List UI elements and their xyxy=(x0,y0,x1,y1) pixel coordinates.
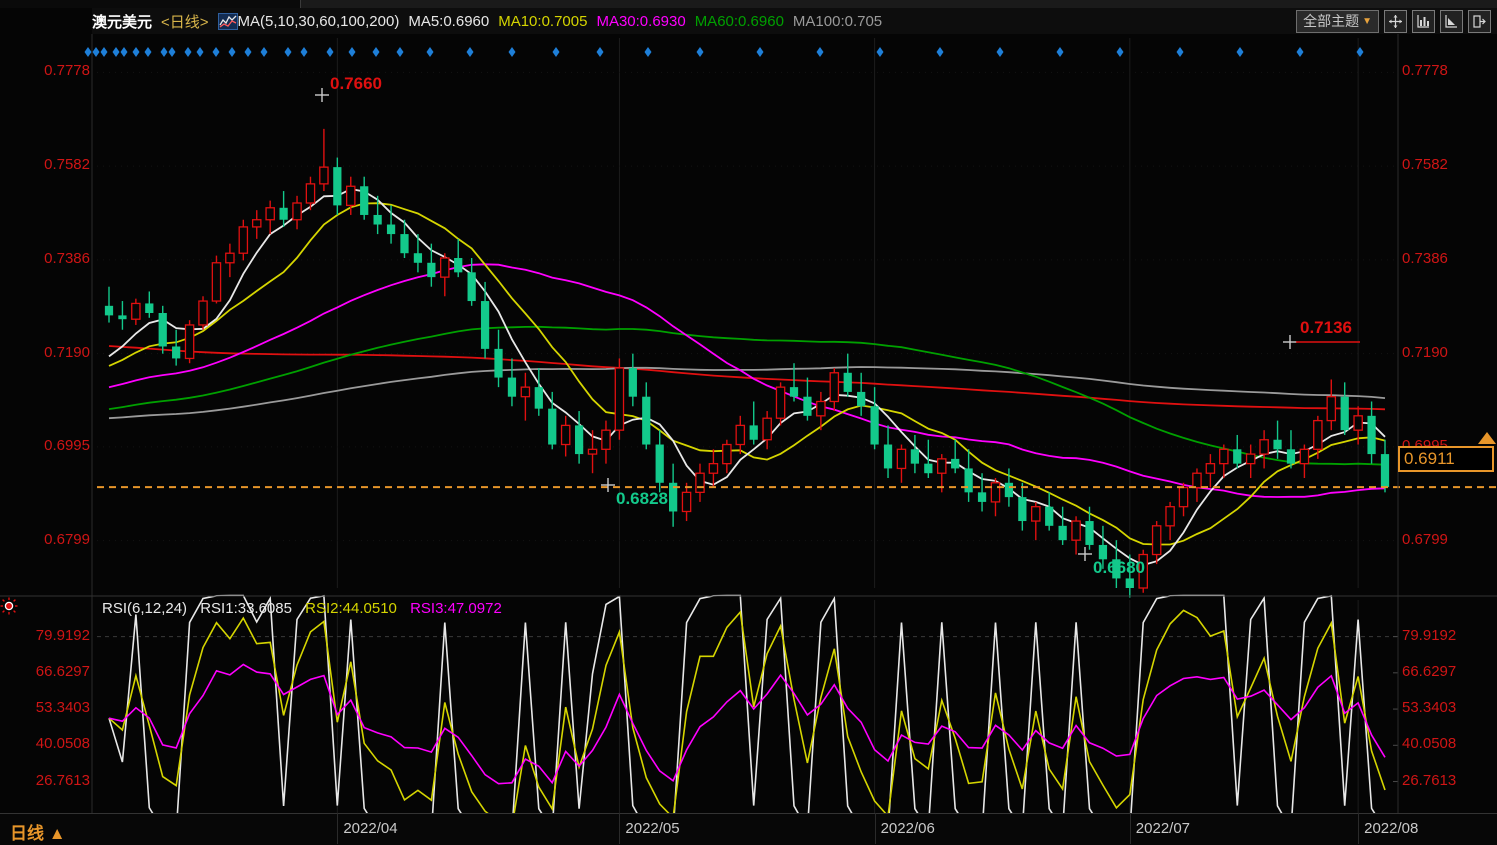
date-tick-mark xyxy=(1358,813,1360,844)
symbol-name[interactable]: 澳元美元 xyxy=(92,13,153,31)
price-tick-left: 0.6995 xyxy=(44,436,90,454)
chart-toolbar: 全部主题 ▼ xyxy=(1296,8,1491,34)
chart-fit-icon[interactable] xyxy=(1412,9,1435,33)
date-tick: 2022/04 xyxy=(343,820,398,837)
theme-dropdown[interactable]: 全部主题 ▼ xyxy=(1296,9,1379,33)
rsi-tick-left: 79.9192 xyxy=(35,626,90,644)
rsi-tick-left: 40.0508 xyxy=(35,735,90,753)
window-top-strip xyxy=(0,0,1497,8)
date-tick-mark xyxy=(619,813,621,844)
rsi3-value: RSI3:47.0972 xyxy=(410,600,502,617)
theme-dropdown-label: 全部主题 xyxy=(1303,13,1360,29)
ma5-value: MA5:0.6960 xyxy=(408,12,490,30)
price-tick-left: 0.7386 xyxy=(44,249,90,267)
date-tick: 2022/07 xyxy=(1135,820,1191,837)
ma30-value: MA30:0.6930 xyxy=(596,12,686,30)
date-tick: 2022/06 xyxy=(880,820,935,837)
rsi-tick-left: 53.3403 xyxy=(35,699,90,717)
date-tick: 2022/05 xyxy=(625,820,680,837)
price-tick-right: 0.6799 xyxy=(1402,530,1448,548)
price-tick-left: 0.6799 xyxy=(44,530,90,548)
period-label[interactable]: <日线> xyxy=(161,13,209,31)
date-tick: 2022/08 xyxy=(1364,820,1419,837)
ma60-value: MA60:0.6960 xyxy=(694,12,784,30)
price-tick-left: 0.7190 xyxy=(44,343,90,361)
price-tick-right: 0.7190 xyxy=(1402,343,1448,361)
ma-formula[interactable]: MA(5,10,30,60,100,200) xyxy=(237,12,400,30)
ma10-value: MA10:0.7005 xyxy=(498,12,588,30)
date-tick-mark xyxy=(1129,813,1131,844)
ma100-value: MA100:0.705 xyxy=(792,12,883,30)
rsi-tick-right: 26.7613 xyxy=(1402,771,1457,789)
swing-high-label-2: 0.7136 xyxy=(1300,318,1352,337)
date-tick-mark xyxy=(337,813,339,844)
rsi-legend: RSI(6,12,24) RSI1:33.6085 RSI2:44.0510 R… xyxy=(102,600,511,617)
rsi2-value: RSI2:44.0510 xyxy=(305,600,397,617)
price-tick-left: 0.7778 xyxy=(44,62,90,80)
swing-low-label-1: 0.6828 xyxy=(616,489,668,508)
ma-chart-icon[interactable] xyxy=(217,12,238,30)
record-indicator-icon[interactable] xyxy=(0,597,18,615)
rsi-tick-left: 66.6297 xyxy=(35,662,90,680)
price-tick-right: 0.7386 xyxy=(1402,249,1448,267)
date-axis xyxy=(0,813,1497,845)
rsi-tick-right: 40.0508 xyxy=(1402,735,1457,753)
rsi-formula[interactable]: RSI(6,12,24) xyxy=(102,600,188,617)
price-tick-right: 0.7778 xyxy=(1402,62,1448,80)
exit-panel-icon[interactable] xyxy=(1468,9,1491,33)
price-up-arrow-icon xyxy=(1478,432,1496,444)
chevron-down-icon: ▼ xyxy=(1362,15,1372,27)
period-toggle[interactable]: 日线 ▲ xyxy=(10,824,66,843)
current-price-tag[interactable]: 0.6911 xyxy=(1398,446,1494,472)
swing-low-label-2: 0.6680 xyxy=(1093,558,1145,577)
swing-high-label: 0.7660 xyxy=(330,74,382,93)
rsi-tick-right: 66.6297 xyxy=(1402,662,1457,680)
chart-header: 澳元美元 <日线> MA(5,10,30,60,100,200) MA5:0.6… xyxy=(92,8,1497,34)
rsi-tick-right: 53.3403 xyxy=(1402,699,1457,717)
price-tick-right: 0.7582 xyxy=(1402,156,1448,174)
chart-expand-icon[interactable] xyxy=(1440,9,1463,33)
rsi-tick-right: 79.9192 xyxy=(1402,626,1457,644)
date-tick-mark xyxy=(874,813,876,844)
move-crosshair-icon[interactable] xyxy=(1384,9,1407,33)
rsi1-value: RSI1:33.6085 xyxy=(200,600,292,617)
rsi-tick-left: 26.7613 xyxy=(35,771,90,789)
price-tick-left: 0.7582 xyxy=(44,156,90,174)
